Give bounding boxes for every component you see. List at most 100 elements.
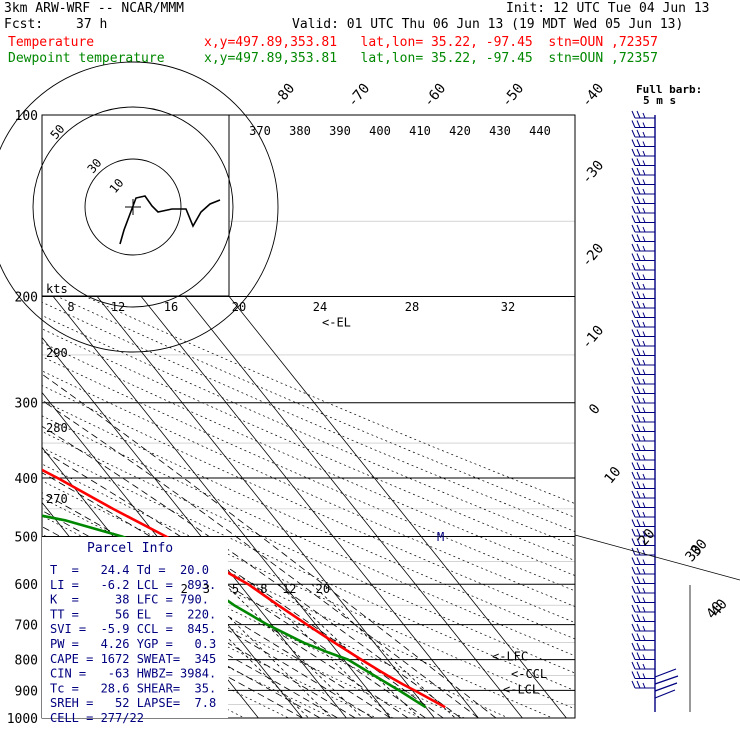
wind-barb-flag — [631, 129, 636, 138]
wind-barb-flag — [642, 331, 646, 337]
wind-barb-flag — [636, 262, 641, 271]
wind-barb-flag — [636, 500, 641, 508]
wind-barb-flag — [631, 652, 636, 660]
wind-barb-flag — [636, 224, 641, 233]
parcel-info-row: LI = -6.2 LCL = 893. — [50, 578, 216, 592]
pressure-label: 100 — [15, 109, 38, 124]
wind-barb-flag — [631, 509, 636, 518]
theta-label: 380 — [289, 124, 311, 138]
wind-barb-flag — [636, 367, 641, 375]
forecast-hours: 37 h — [76, 17, 108, 32]
parcel-info-row: TT = 56 EL = 220. — [50, 607, 216, 621]
wind-barb-flag — [642, 255, 646, 261]
wind-barb-flag — [636, 452, 641, 461]
wind-barb-flag — [642, 359, 646, 366]
wind-barb-flag — [642, 340, 646, 347]
wind-barb-flag — [642, 131, 646, 138]
wind-barb-flag — [642, 578, 646, 584]
hodograph-x-label: 24 — [313, 300, 327, 314]
wind-barb-flag — [631, 452, 636, 461]
wind-barb-flag — [631, 462, 636, 470]
wind-barb-flag — [636, 291, 641, 299]
wind-barb-flag — [631, 224, 636, 233]
moist-adiabat-line — [42, 472, 426, 718]
wind-barb-flag — [631, 614, 636, 622]
wind-barb-flag — [636, 424, 641, 432]
wind-barb-flag — [631, 595, 636, 603]
moist-adiabat-line — [42, 373, 497, 718]
wind-barb-flag — [631, 120, 636, 128]
theta-label: 420 — [449, 124, 471, 138]
wind-barb-flag — [642, 682, 646, 689]
wind-barb-flag — [631, 414, 636, 423]
wind-barb-flag — [642, 464, 646, 470]
parcel-info-row: T = 24.4 Td = 20.0 — [50, 563, 209, 577]
pressure-label: 1000 — [7, 712, 38, 727]
theta-left-label: 270 — [46, 492, 68, 506]
hodograph-x-label: 20 — [232, 300, 246, 314]
wind-barb-flag — [642, 502, 646, 508]
wind-barb-flag — [631, 329, 636, 337]
wind-barb-flag — [642, 426, 646, 432]
wind-barb-flag — [636, 110, 641, 119]
wind-barb-flag — [631, 661, 636, 670]
ccl-label: <-CCL — [511, 667, 547, 681]
hodograph-x-label: 16 — [164, 300, 178, 314]
m-label: M — [437, 530, 444, 544]
wind-barb-flag — [642, 226, 646, 233]
wind-barb-flag — [631, 633, 636, 641]
wind-barb-flag — [636, 357, 641, 366]
wind-barb-flag — [636, 566, 641, 575]
wind-barb-flag — [642, 616, 646, 622]
hodograph-ring — [32, 106, 234, 308]
valid-time: Valid: 01 UTC Thu 06 Jun 13 (19 MDT Wed … — [292, 17, 684, 32]
wind-barb-flag — [636, 481, 641, 489]
wind-barb-flag — [636, 490, 641, 499]
wind-barb-flag — [631, 272, 636, 280]
wind-barb-surface — [654, 675, 679, 685]
wind-barb-flag — [631, 234, 636, 242]
wind-barb-flag — [642, 606, 646, 613]
wind-barb-flag — [636, 585, 641, 594]
wind-barb-flag — [631, 547, 636, 556]
isotherm-label: -50 — [499, 81, 528, 111]
wind-barb-flag — [636, 234, 641, 242]
wind-barb-flag — [631, 471, 636, 480]
isotherm-label: -20 — [579, 241, 608, 271]
wind-barb-flag — [642, 521, 646, 527]
theta-left-label: 290 — [46, 346, 68, 360]
wind-barb-flag — [642, 454, 646, 461]
wind-barb-flag — [642, 150, 646, 157]
barb-legend-line2: 5 m s — [643, 94, 676, 107]
wind-barb-flag — [631, 215, 636, 223]
wind-barb-flag — [642, 293, 646, 299]
dry-adiabat-line — [42, 315, 575, 547]
dry-adiabat-line — [42, 447, 575, 692]
wind-barb-flag — [631, 158, 636, 166]
wind-barb-flag — [642, 511, 646, 518]
wind-barb-flag — [636, 348, 641, 356]
barb-axis-diagonal — [574, 534, 740, 581]
wind-barb-flag — [636, 338, 641, 347]
wind-barb-flag — [631, 148, 636, 157]
wind-barb-flag — [631, 566, 636, 575]
wind-barb-flag — [636, 158, 641, 166]
wind-barb-flag — [631, 177, 636, 185]
dewpoint-profile — [42, 514, 427, 709]
wind-barb-flag — [636, 129, 641, 138]
wind-barb-flag — [642, 369, 646, 375]
hodograph-x-label: 12 — [111, 300, 125, 314]
theta-left-label: 280 — [46, 421, 68, 435]
wind-barb-flag — [636, 680, 641, 689]
parcel-info-row: PW = 4.26 YGP = 0.3 — [50, 637, 216, 651]
wind-barb-flag — [642, 245, 646, 252]
pressure-label: 600 — [15, 578, 38, 593]
wind-barb-flag — [631, 443, 636, 451]
wind-barb-flag — [636, 319, 641, 328]
pressure-label: 900 — [15, 684, 38, 699]
wind-barb-flag — [642, 644, 646, 651]
wind-barb-flag — [631, 310, 636, 318]
wind-barb-flag — [631, 500, 636, 508]
wind-barb-flag — [636, 443, 641, 451]
isotherm-label: -30 — [579, 158, 608, 188]
